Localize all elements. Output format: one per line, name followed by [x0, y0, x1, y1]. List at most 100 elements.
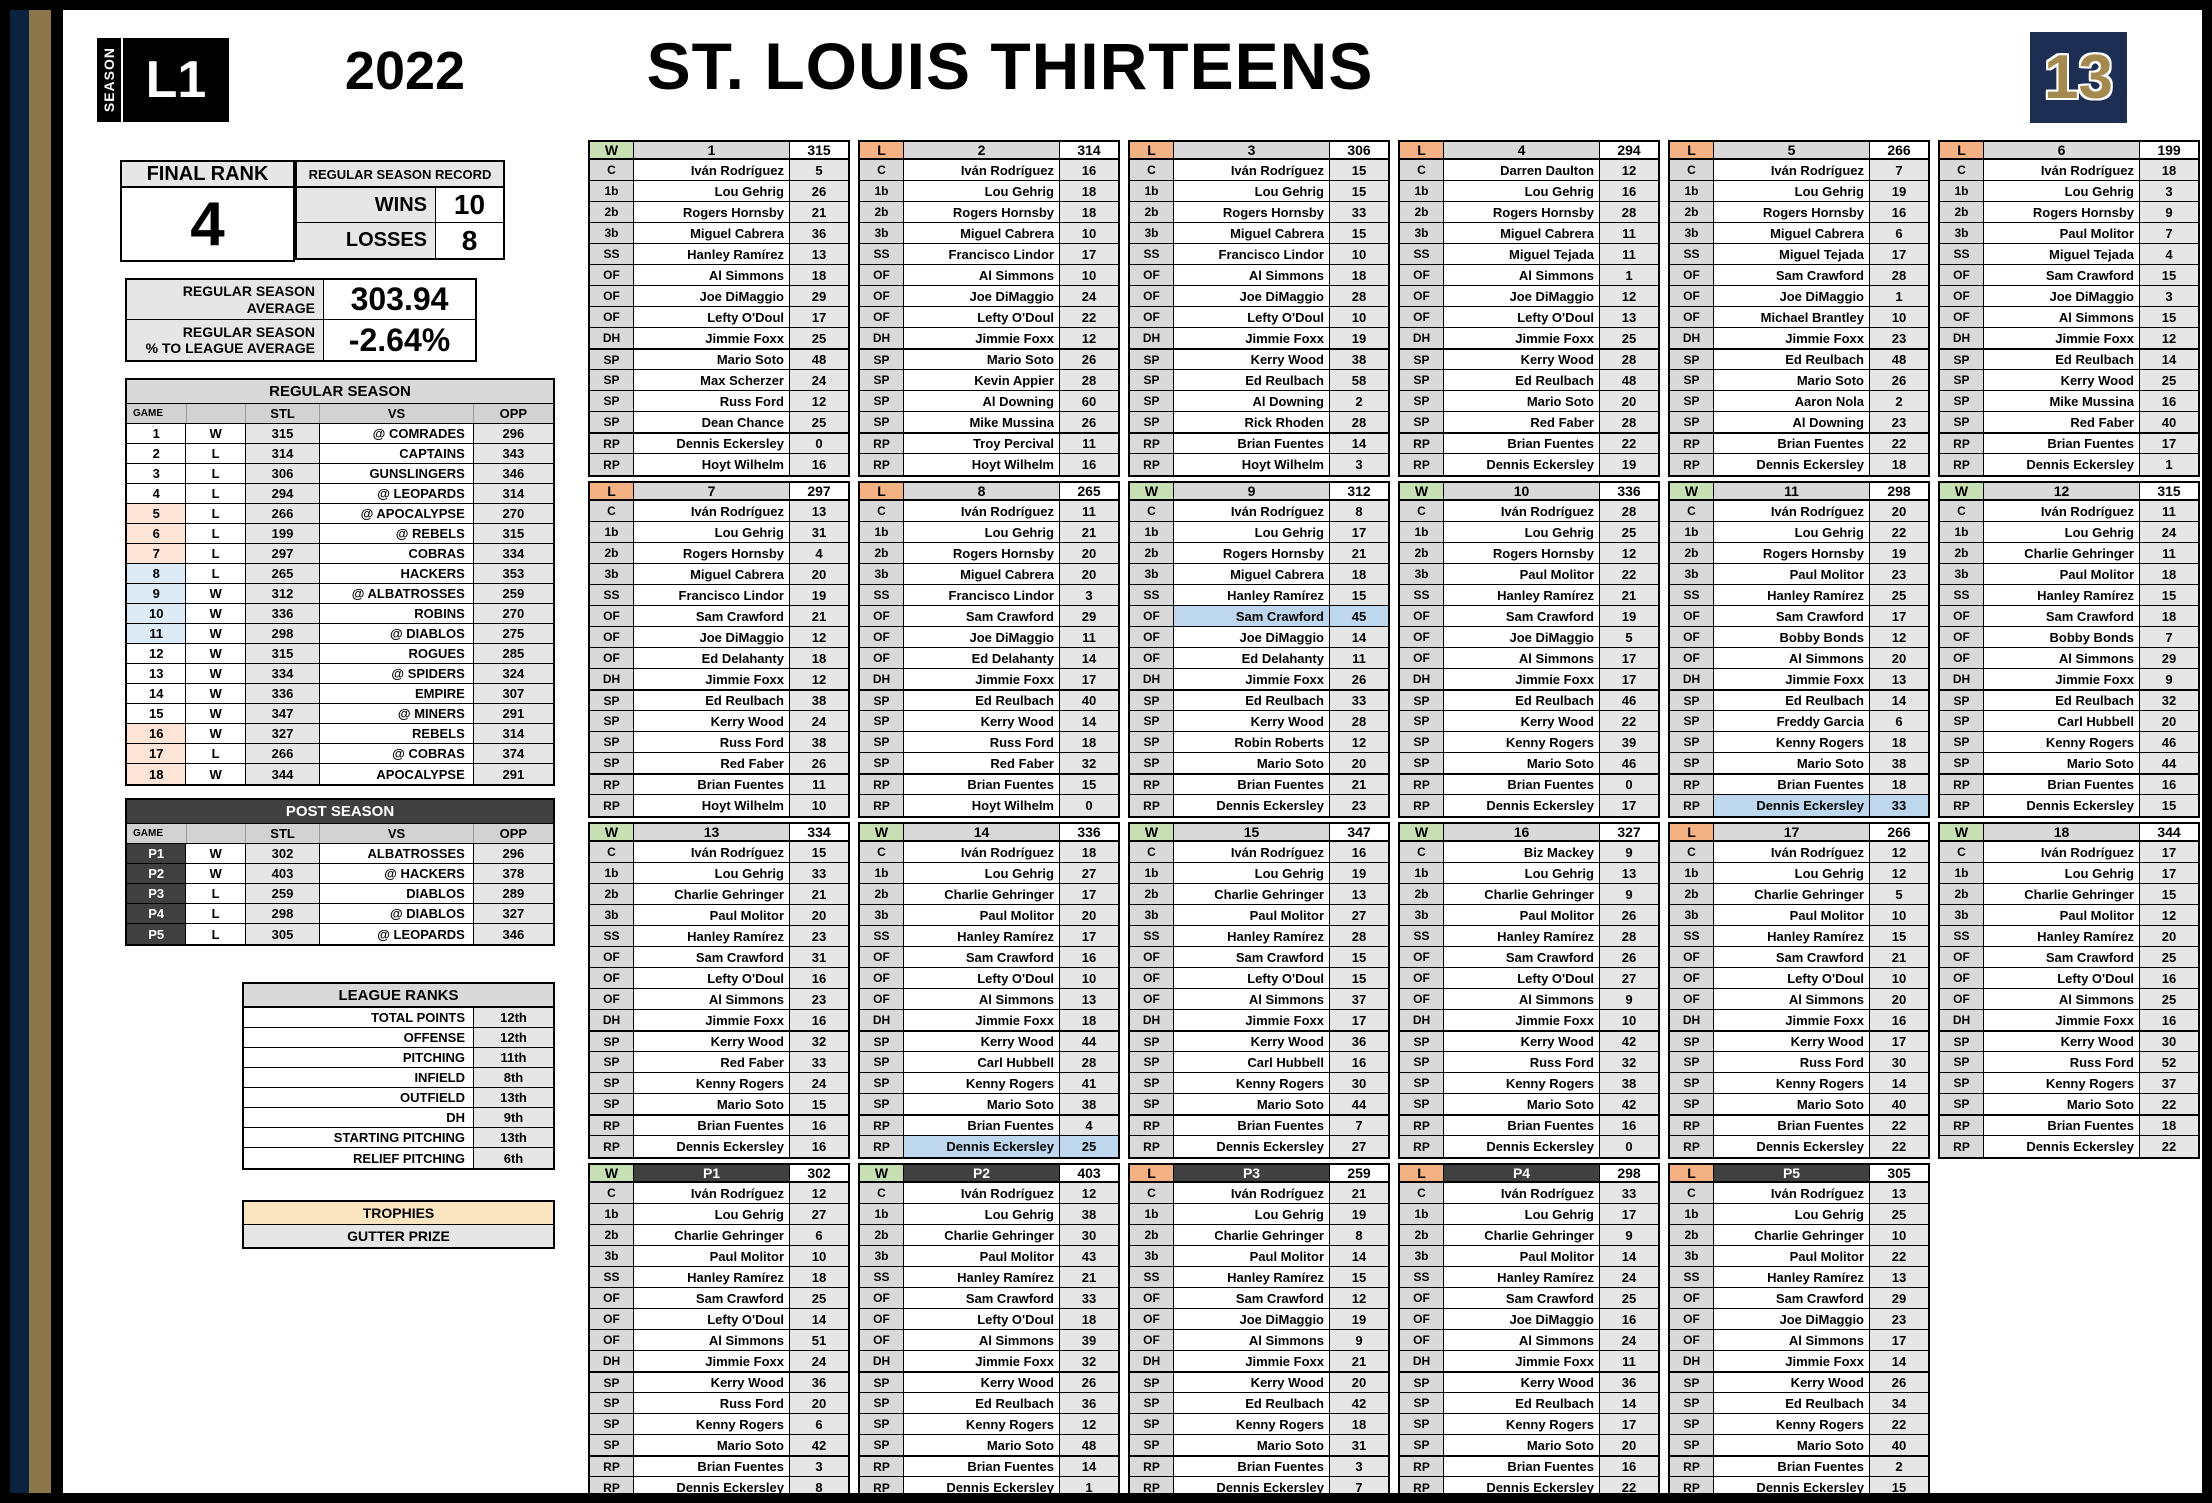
- player-row: SP Kerry Wood 25: [1940, 370, 2198, 391]
- player-name: Jimmie Foxx: [1444, 1351, 1600, 1371]
- player-points: 19: [1600, 606, 1658, 626]
- player-name: Sam Crawford: [1984, 947, 2140, 967]
- player-name: Ed Delahanty: [1174, 648, 1330, 668]
- player-row: RP Dennis Eckersley 7: [1130, 1477, 1388, 1493]
- position-label: C: [1400, 842, 1444, 862]
- player-row: OF Joe DiMaggio 16: [1400, 1309, 1658, 1330]
- position-label: OF: [1130, 627, 1174, 647]
- schedule-stl-score: 403: [245, 864, 321, 883]
- player-name: Sam Crawford: [1714, 1288, 1870, 1308]
- player-points: 9: [1600, 989, 1658, 1009]
- player-row: 2b Rogers Hornsby 33: [1130, 202, 1388, 223]
- player-name: Iván Rodríguez: [904, 501, 1060, 521]
- player-row: 1b Lou Gehrig 16: [1400, 181, 1658, 202]
- player-row: 3b Paul Molitor 20: [860, 905, 1118, 926]
- player-points: 16: [1600, 181, 1658, 201]
- schedule-stl-score: 199: [245, 524, 321, 543]
- position-label: 2b: [1670, 1225, 1714, 1245]
- player-name: Lefty O'Doul: [904, 1309, 1060, 1329]
- position-label: RP: [1670, 1116, 1714, 1135]
- player-row: OF Joe DiMaggio 5: [1400, 627, 1658, 648]
- player-name: Brian Fuentes: [1174, 434, 1330, 453]
- schedule-stl-score: 315: [245, 644, 321, 663]
- game-box-roster: C Iván Rodríguez 15 1b Lou Gehrig 15 2b …: [1130, 160, 1388, 475]
- rank-value: 12th: [473, 1008, 553, 1027]
- player-name: Miguel Cabrera: [634, 223, 790, 243]
- player-name: Miguel Cabrera: [904, 564, 1060, 584]
- player-points: 36: [790, 223, 848, 243]
- position-label: 3b: [1940, 223, 1984, 243]
- player-points: 33: [1600, 1183, 1658, 1203]
- player-name: Mario Soto: [1714, 370, 1870, 390]
- player-points: 17: [2140, 842, 2198, 862]
- game-total-cell: 334: [790, 824, 848, 840]
- game-result-cell: L: [1130, 1165, 1174, 1181]
- player-points: 12: [1600, 160, 1658, 180]
- position-label: SP: [860, 691, 904, 710]
- player-name: Kevin Appier: [904, 370, 1060, 390]
- position-label: RP: [1940, 1136, 1984, 1157]
- player-row: OF Al Simmons 20: [1670, 648, 1928, 669]
- position-label: SP: [1940, 1073, 1984, 1093]
- position-label: DH: [860, 1351, 904, 1371]
- player-name: Joe DiMaggio: [1714, 286, 1870, 306]
- player-row: DH Jimmie Foxx 16: [1940, 1010, 2198, 1031]
- position-label: RP: [1670, 454, 1714, 475]
- schedule-game-number: 1: [127, 424, 187, 443]
- game-box-header: L P5 305: [1670, 1165, 1928, 1183]
- player-name: Kerry Wood: [1174, 1373, 1330, 1392]
- player-row: SS Hanley Ramírez 18: [590, 1267, 848, 1288]
- position-label: SP: [590, 1032, 634, 1051]
- player-name: Lefty O'Doul: [1714, 968, 1870, 988]
- schedule-result: L: [186, 924, 246, 944]
- player-name: Jimmie Foxx: [1984, 669, 2140, 689]
- player-points: 25: [1600, 328, 1658, 348]
- position-label: OF: [1670, 648, 1714, 668]
- player-name: Sam Crawford: [1174, 947, 1330, 967]
- pct-to-league-value: -2.64%: [323, 320, 475, 360]
- position-label: DH: [1940, 669, 1984, 689]
- schedule-opp-score: 285: [473, 644, 554, 663]
- game-box-roster: C Iván Rodríguez 18 1b Lou Gehrig 27 2b …: [860, 842, 1118, 1157]
- player-row: 2b Rogers Hornsby 21: [1130, 543, 1388, 564]
- player-name: Lou Gehrig: [1174, 181, 1330, 201]
- player-row: 2b Rogers Hornsby 21: [590, 202, 848, 223]
- player-points: 18: [2140, 606, 2198, 626]
- schedule-game-number: 4: [127, 484, 187, 503]
- player-row: 1b Lou Gehrig 33: [590, 863, 848, 884]
- player-points: 17: [1600, 1414, 1658, 1434]
- position-label: RP: [1940, 775, 1984, 794]
- player-name: Miguel Cabrera: [904, 223, 1060, 243]
- game-total-cell: 298: [1600, 1165, 1658, 1181]
- position-label: SP: [1670, 732, 1714, 752]
- player-row: C Biz Mackey 9: [1400, 842, 1658, 863]
- player-points: 38: [790, 732, 848, 752]
- player-points: 2: [1870, 1457, 1928, 1476]
- player-points: 46: [2140, 732, 2198, 752]
- player-row: DH Jimmie Foxx 13: [1670, 669, 1928, 690]
- player-points: 16: [790, 454, 848, 475]
- player-name: Ed Reulbach: [904, 691, 1060, 710]
- game-result-cell: L: [1400, 1165, 1444, 1181]
- player-points: 22: [2140, 1094, 2198, 1114]
- player-points: 13: [1870, 1267, 1928, 1287]
- position-label: OF: [1130, 307, 1174, 327]
- position-label: C: [860, 160, 904, 180]
- player-points: 26: [1600, 905, 1658, 925]
- position-label: SP: [860, 753, 904, 773]
- player-points: 27: [1330, 905, 1388, 925]
- game-box-header: L 17 266: [1670, 824, 1928, 842]
- league-rank-row: OFFENSE 12th: [244, 1028, 553, 1048]
- player-points: 17: [1060, 244, 1118, 264]
- position-label: RP: [1130, 1116, 1174, 1135]
- position-label: RP: [860, 1477, 904, 1493]
- player-row: OF Al Simmons 20: [1670, 989, 1928, 1010]
- player-name: Kenny Rogers: [1714, 1414, 1870, 1434]
- league-rank-row: RELIEF PITCHING 6th: [244, 1148, 553, 1168]
- player-row: 1b Lou Gehrig 31: [590, 522, 848, 543]
- player-row: SP Mario Soto 48: [590, 349, 848, 370]
- player-points: 12: [1600, 286, 1658, 306]
- game-result-cell: L: [1670, 142, 1714, 158]
- player-points: 31: [1330, 1435, 1388, 1455]
- game-box-roster: C Iván Rodríguez 20 1b Lou Gehrig 22 2b …: [1670, 501, 1928, 816]
